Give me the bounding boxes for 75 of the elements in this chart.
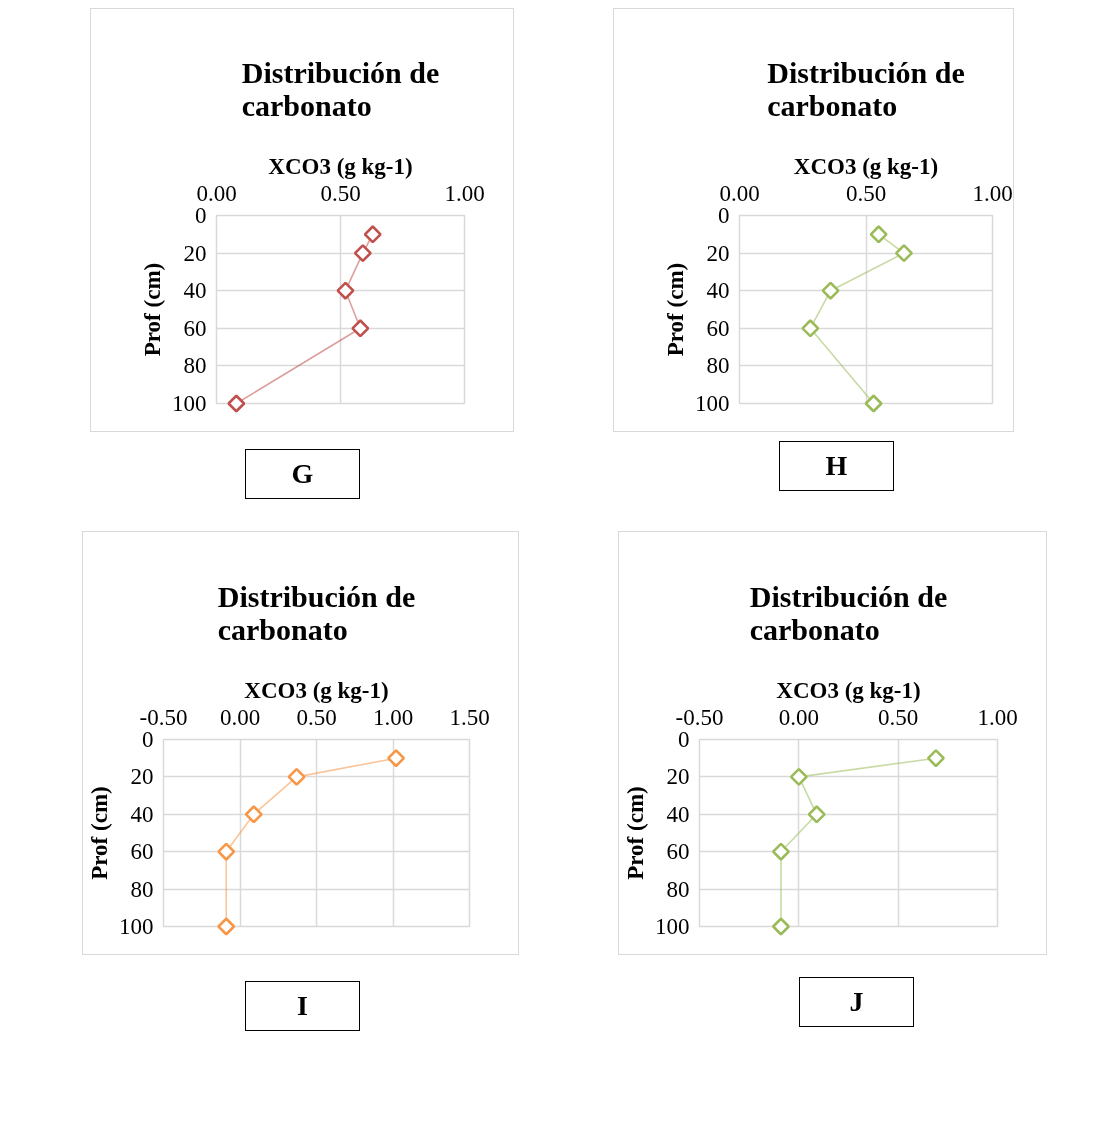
y-axis-title: Prof (cm) xyxy=(87,786,112,880)
chart-title: Distribución de carbonato xyxy=(767,55,965,122)
y-tick-label: 60 xyxy=(666,839,690,865)
point xyxy=(363,225,382,244)
y-tick-label: 100 xyxy=(655,914,690,939)
x-axis-title: XCO3 (g kg-1) xyxy=(244,677,389,703)
point xyxy=(353,244,372,263)
text: G xyxy=(245,449,360,499)
y-tick-label: 20 xyxy=(130,764,154,790)
point xyxy=(807,805,826,824)
point xyxy=(771,842,791,861)
x-tick-label: 0.50 xyxy=(845,180,887,206)
x-tick-label: 0.00 xyxy=(219,704,261,730)
x-tick-label: 1.50 xyxy=(449,704,490,730)
point xyxy=(244,805,263,824)
y-tick-label: 60 xyxy=(130,839,154,865)
y-axis-title: Prof (cm) xyxy=(623,786,648,880)
point xyxy=(869,225,888,244)
y-tick-label: 100 xyxy=(119,914,154,939)
x-tick-label: 0.00 xyxy=(778,704,819,730)
point xyxy=(217,842,236,861)
y-tick-label: 40 xyxy=(666,801,690,827)
y-tick-label: 20 xyxy=(666,764,690,790)
y-tick-label: 20 xyxy=(183,240,207,266)
y-axis-title: Prof (cm) xyxy=(140,262,165,357)
x-tick-label: 0.50 xyxy=(878,704,919,730)
y-tick-label: 0 xyxy=(195,203,207,228)
point xyxy=(227,394,246,413)
y-tick-label: 0 xyxy=(678,727,690,752)
point xyxy=(351,319,370,338)
point xyxy=(287,767,306,786)
text: I xyxy=(245,981,360,1031)
y-tick-label: 40 xyxy=(706,278,730,304)
y-tick-label: 40 xyxy=(130,801,154,827)
y-tick-label: 80 xyxy=(706,353,730,379)
y-tick-label: 0 xyxy=(718,203,730,228)
point xyxy=(894,244,914,263)
y-tick-label: 100 xyxy=(695,391,730,416)
y-tick-label: 40 xyxy=(183,278,207,304)
x-tick-label: -0.50 xyxy=(139,704,188,730)
chart-title: Distribución de carbonato xyxy=(749,579,948,646)
point xyxy=(336,281,355,300)
x-tick-label: 0.00 xyxy=(719,180,760,206)
x-tick-label: 1.00 xyxy=(444,180,485,206)
y-tick-label: 60 xyxy=(706,315,730,341)
chart-title: Distribución de carbonato xyxy=(217,579,416,646)
x-tick-label: 0.50 xyxy=(320,180,361,206)
x-tick-label: -0.50 xyxy=(675,704,724,730)
y-tick-label: 60 xyxy=(183,315,207,341)
point xyxy=(789,767,808,786)
x-axis-title: XCO3 (g kg-1) xyxy=(776,677,921,703)
x-tick-label: 1.00 xyxy=(372,704,414,730)
x-axis-title: XCO3 (g kg-1) xyxy=(268,153,413,179)
x-tick-label: 1.00 xyxy=(972,180,1013,206)
x-tick-label: 0.00 xyxy=(196,180,237,206)
text: H xyxy=(779,441,894,491)
point xyxy=(821,281,840,300)
point xyxy=(217,917,236,936)
point xyxy=(386,749,406,768)
point xyxy=(771,917,791,936)
x-tick-label: 0.50 xyxy=(296,704,337,730)
chart-title: Distribución de carbonato xyxy=(241,55,440,122)
text: J xyxy=(799,977,914,1027)
y-tick-label: 20 xyxy=(706,240,730,266)
y-tick-label: 100 xyxy=(172,391,207,416)
y-axis-title: Prof (cm) xyxy=(663,262,688,357)
y-tick-label: 80 xyxy=(666,876,690,902)
point xyxy=(801,319,820,338)
y-tick-label: 0 xyxy=(142,727,154,752)
y-tick-label: 80 xyxy=(130,876,154,902)
x-tick-label: 1.00 xyxy=(977,704,1018,730)
point xyxy=(926,749,945,768)
point xyxy=(864,394,883,413)
y-tick-label: 80 xyxy=(183,353,207,379)
x-axis-title: XCO3 (g kg-1) xyxy=(793,153,939,179)
